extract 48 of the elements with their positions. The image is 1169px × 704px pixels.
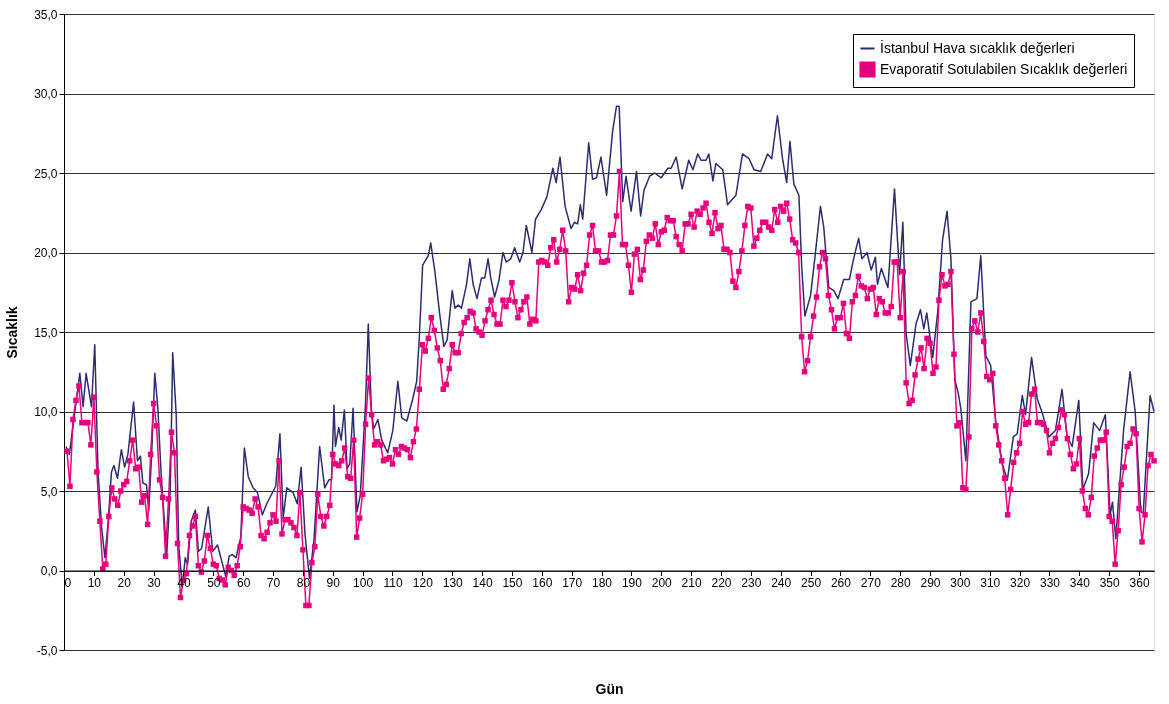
y-tick-label: 25,0 <box>34 166 58 181</box>
x-tick-label: 20 <box>117 576 132 590</box>
x-tick-label: 320 <box>1010 576 1031 590</box>
x-tick-label: 70 <box>266 576 281 590</box>
x-tick-label: 110 <box>383 576 403 590</box>
x-tick-label: 120 <box>412 576 434 590</box>
y-tick-label: 10,0 <box>34 405 58 419</box>
x-tick-label: 190 <box>621 576 643 590</box>
x-tick-label: 0 <box>64 576 72 590</box>
y-tick-label: 5,0 <box>40 484 58 499</box>
x-tick-label: 170 <box>562 576 583 590</box>
x-tick-label: 340 <box>1069 576 1091 590</box>
x-tick-label: 30 <box>147 576 162 590</box>
x-tick-label: 330 <box>1039 576 1061 590</box>
y-axis-title: Sıcaklık <box>4 306 21 359</box>
y-tick-label: -5,0 <box>36 643 58 658</box>
x-tick-label: 310 <box>980 576 1001 590</box>
y-tick-label: 0,0 <box>40 564 58 578</box>
x-tick-label: 160 <box>532 576 553 590</box>
y-tick-label: 35,0 <box>34 7 58 22</box>
x-tick-label: 240 <box>771 576 792 590</box>
x-tick-label: 350 <box>1099 576 1121 590</box>
x-tick-label: 360 <box>1129 576 1150 590</box>
x-tick-label: 130 <box>442 576 464 590</box>
x-tick-label: 210 <box>681 576 702 590</box>
x-tick-label: 140 <box>472 576 493 590</box>
x-tick-label: 230 <box>741 576 762 590</box>
x-tick-label: 300 <box>950 576 971 590</box>
x-tick-label: 60 <box>237 576 251 590</box>
x-tick-label: 290 <box>920 576 941 590</box>
legend-label: İstanbul Hava sıcaklık değerleri <box>880 38 1075 56</box>
y-tick-label: 20,0 <box>34 246 58 260</box>
x-tick-label: 270 <box>860 576 882 590</box>
y-tick-label: 15,0 <box>34 325 58 340</box>
y-tick-label: 30,0 <box>34 87 58 101</box>
x-axis-title: Gün <box>595 680 624 697</box>
x-tick-label: 100 <box>353 576 374 590</box>
x-tick-label: 260 <box>830 576 852 590</box>
legend-label: Evaporatif Sotulabilen Sıcaklık değerleri <box>880 60 1128 77</box>
x-tick-label: 90 <box>326 576 341 590</box>
x-tick-label: 50 <box>207 576 221 590</box>
x-tick-label: 180 <box>592 576 613 590</box>
x-tick-label: 280 <box>890 576 911 590</box>
x-tick-label: 220 <box>711 576 732 590</box>
x-tick-label: 200 <box>651 576 673 590</box>
x-tick-label: 150 <box>502 576 523 590</box>
x-tick-label: 10 <box>87 576 102 590</box>
x-tick-label: 250 <box>801 576 822 590</box>
